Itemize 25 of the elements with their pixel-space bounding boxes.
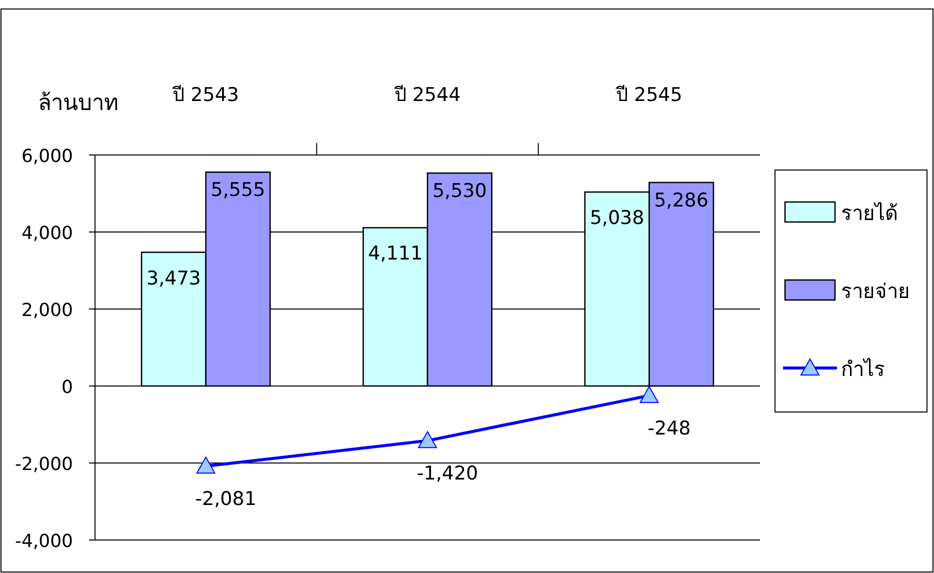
legend-label: รายจ่าย (841, 279, 910, 303)
legend-label: รายได้ (841, 201, 898, 225)
legend-label: กำไร (841, 357, 885, 381)
y-axis-title: ล้านบาท (38, 91, 119, 116)
data-label: 5,555 (210, 179, 266, 202)
x-tick-label: ปี 2545 (614, 84, 682, 106)
data-label: 4,111 (368, 242, 423, 265)
x-tick-label: ปี 2543 (172, 84, 240, 106)
y-tick-label: 6,000 (21, 146, 73, 167)
y-tick-label: -4,000 (14, 531, 73, 552)
data-label: -248 (648, 418, 691, 440)
y-tick-label: 0 (62, 377, 73, 398)
data-label: 5,038 (590, 207, 644, 230)
data-label: 5,530 (432, 180, 487, 202)
point (418, 431, 437, 448)
y-tick-label: 2,000 (21, 300, 73, 321)
y-tick-label: 4,000 (21, 223, 73, 244)
data-label: -2,081 (195, 488, 256, 510)
data-label: -1,420 (416, 462, 478, 485)
y-tick-label: -2,000 (14, 454, 73, 475)
x-tick-label: ปี 2544 (393, 84, 461, 106)
data-label: 5,286 (654, 189, 709, 212)
point (196, 456, 216, 474)
data-label: 3,473 (146, 267, 201, 290)
point (640, 386, 659, 404)
